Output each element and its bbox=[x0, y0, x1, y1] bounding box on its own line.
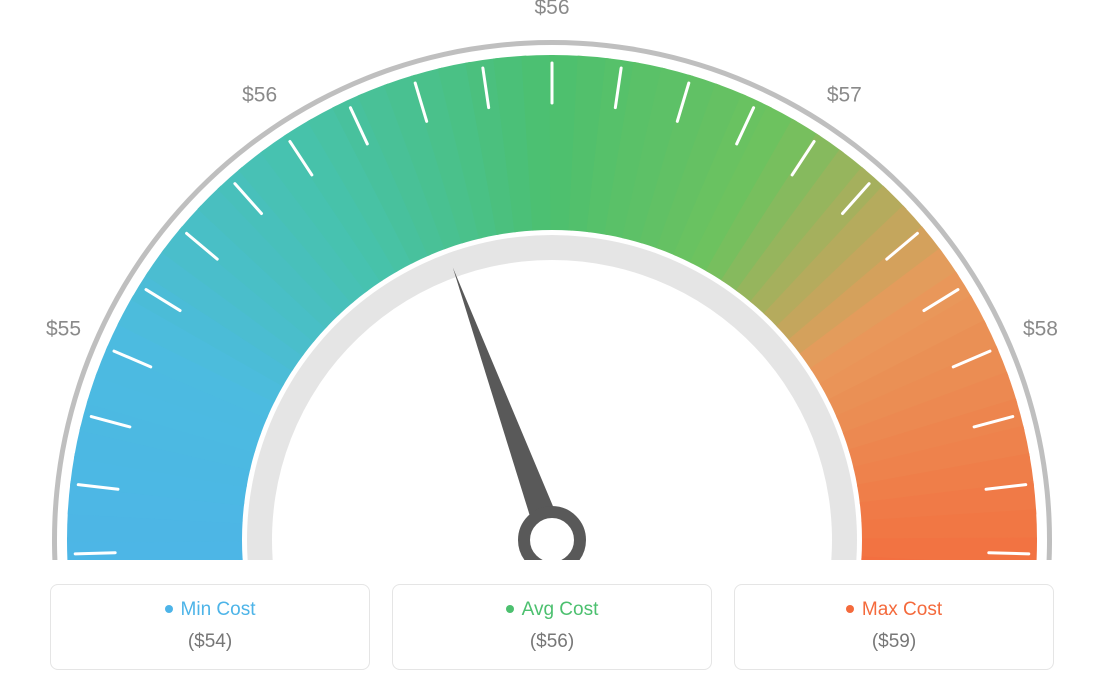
tick-label: $55 bbox=[46, 317, 81, 340]
legend-value-min: ($54) bbox=[61, 631, 359, 653]
needle-hub bbox=[524, 512, 580, 560]
legend-text-avg: Avg Cost bbox=[522, 599, 599, 620]
legend-text-min: Min Cost bbox=[181, 599, 256, 620]
gauge-chart: $54$55$56$56$57$58$59 bbox=[0, 0, 1104, 560]
legend-row: Min Cost ($54) Avg Cost ($56) Max Cost (… bbox=[50, 584, 1054, 670]
legend-dot-min bbox=[165, 605, 173, 613]
legend-label-min: Min Cost bbox=[165, 599, 256, 621]
tick-label: $56 bbox=[534, 0, 569, 19]
tick-label: $58 bbox=[1023, 317, 1058, 340]
legend-card-avg: Avg Cost ($56) bbox=[392, 584, 712, 670]
legend-value-max: ($59) bbox=[745, 631, 1043, 653]
legend-label-avg: Avg Cost bbox=[506, 599, 599, 621]
legend-label-max: Max Cost bbox=[846, 599, 942, 621]
legend-dot-max bbox=[846, 605, 854, 613]
gauge-svg: $54$55$56$56$57$58$59 bbox=[0, 0, 1104, 560]
legend-text-max: Max Cost bbox=[862, 599, 942, 620]
legend-card-min: Min Cost ($54) bbox=[50, 584, 370, 670]
main-arc bbox=[67, 55, 1037, 560]
legend-dot-avg bbox=[506, 605, 514, 613]
legend-card-max: Max Cost ($59) bbox=[734, 584, 1054, 670]
legend-value-avg: ($56) bbox=[403, 631, 701, 653]
needle bbox=[453, 267, 565, 544]
tick-label: $56 bbox=[242, 84, 277, 107]
tick-label: $57 bbox=[827, 84, 862, 107]
